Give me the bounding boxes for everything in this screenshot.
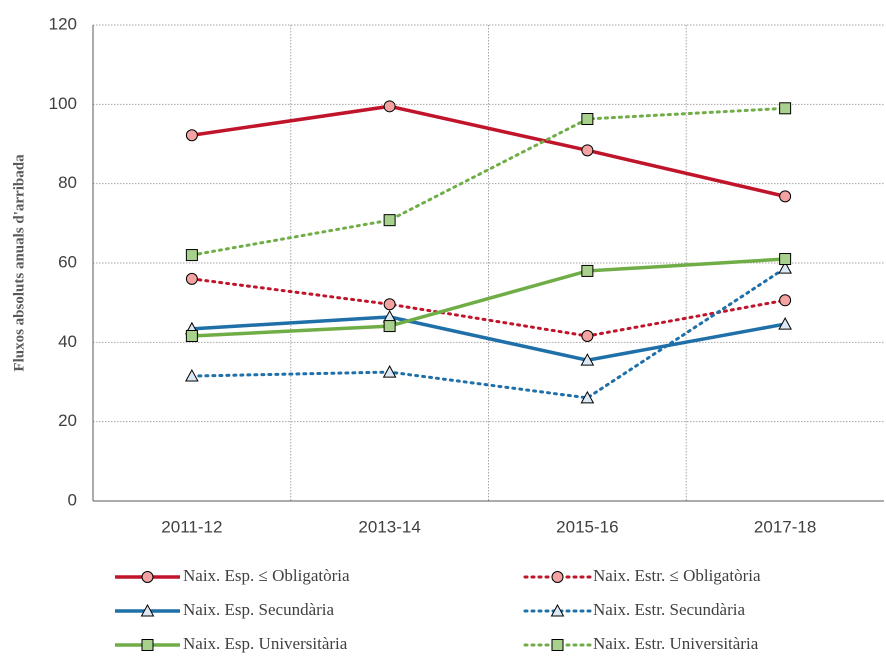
marker	[581, 329, 594, 342]
x-tick-label: 2015-16	[556, 517, 618, 536]
y-tick-label: 60	[58, 252, 77, 271]
marker	[141, 639, 154, 651]
legend-label: Naix. Estr. Universitària	[593, 634, 759, 653]
marker	[141, 571, 154, 583]
marker	[185, 272, 198, 285]
x-tick-label: 2011-12	[161, 517, 222, 536]
x-tick-label: 2017-18	[754, 517, 816, 536]
y-tick-label: 40	[58, 332, 77, 351]
marker	[580, 390, 595, 404]
marker	[581, 113, 594, 126]
legend-label: Naix. Estr. ≤ Obligatòria	[593, 566, 761, 585]
marker	[778, 317, 792, 330]
marker	[778, 261, 792, 274]
series-line	[190, 266, 787, 400]
series-line	[191, 315, 786, 362]
y-tick-label: 100	[49, 94, 77, 113]
y-axis-title: Fluxos absoluts anuals d'arribada	[11, 154, 27, 372]
marker	[140, 603, 155, 617]
marker	[383, 298, 396, 311]
y-tick-label: 120	[49, 14, 77, 33]
marker	[551, 571, 564, 583]
marker	[185, 369, 199, 382]
series-line	[190, 106, 787, 257]
legend-label: Naix. Esp. Universitària	[183, 634, 348, 653]
legend-label: Naix. Esp. ≤ Obligatòria	[183, 566, 350, 585]
marker	[779, 253, 792, 266]
y-tick-label: 20	[58, 411, 77, 430]
marker	[779, 294, 792, 307]
marker	[382, 365, 397, 378]
marker	[779, 190, 792, 203]
marker	[581, 264, 594, 277]
y-tick-label: 0	[68, 490, 77, 509]
y-tick-label: 80	[58, 173, 77, 192]
series-line	[190, 277, 787, 338]
marker	[580, 353, 595, 366]
marker	[550, 603, 565, 617]
marker	[383, 214, 396, 227]
x-tick-label: 2013-14	[358, 517, 420, 536]
marker	[383, 100, 396, 113]
marker	[185, 329, 198, 342]
marker	[581, 144, 594, 157]
marker	[185, 249, 198, 262]
marker	[185, 129, 198, 142]
legend-label: Naix. Esp. Secundària	[183, 600, 335, 619]
series-line	[191, 257, 786, 338]
series-line	[191, 104, 786, 199]
marker	[551, 639, 564, 651]
marker	[383, 320, 396, 333]
legend-label: Naix. Estr. Secundària	[593, 600, 745, 619]
marker	[779, 102, 792, 115]
